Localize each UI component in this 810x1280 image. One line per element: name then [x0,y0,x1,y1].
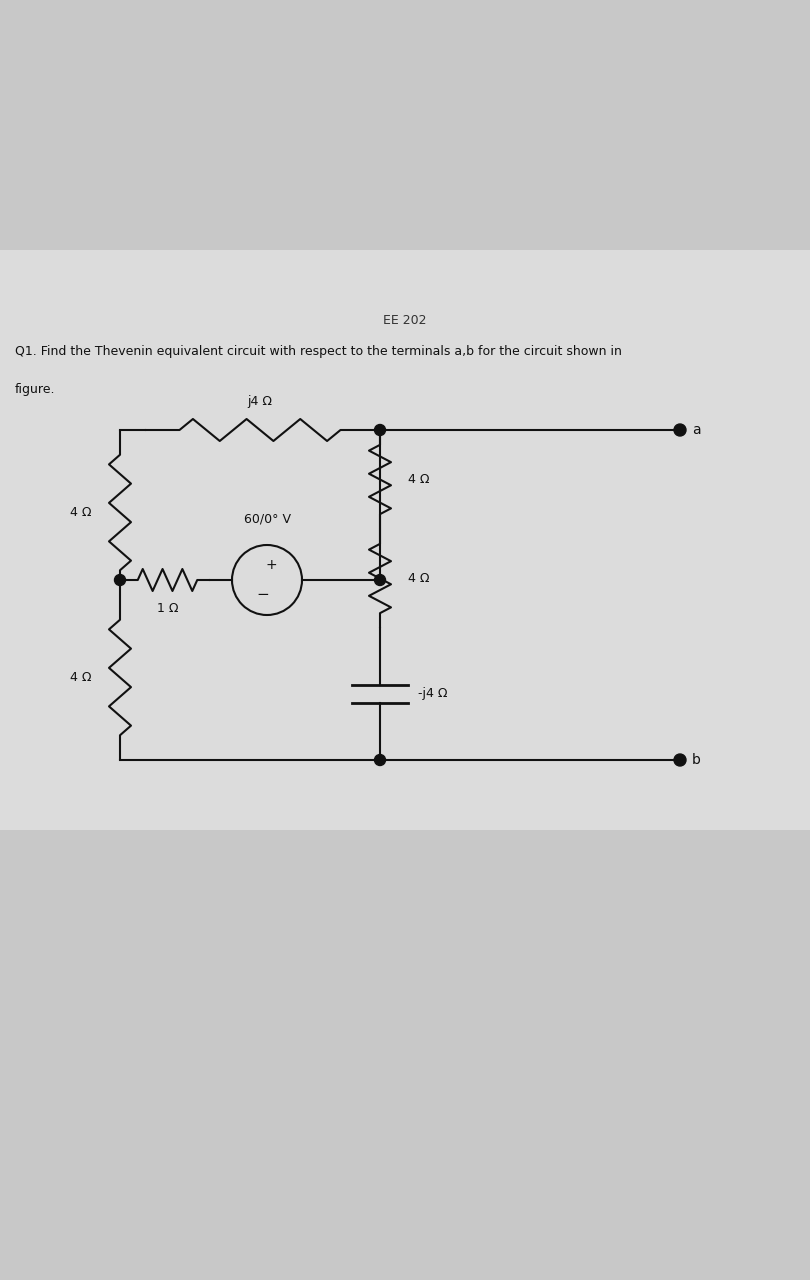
Circle shape [674,754,686,765]
Text: b: b [692,753,701,767]
Text: figure.: figure. [15,383,56,396]
Text: 4 Ω: 4 Ω [408,474,429,486]
Circle shape [114,575,126,585]
Text: a: a [692,422,701,436]
Text: 60/0° V: 60/0° V [244,512,291,525]
Text: +: + [265,558,277,572]
Text: EE 202: EE 202 [383,314,427,326]
Circle shape [374,425,386,435]
Text: 1 Ω: 1 Ω [157,602,178,614]
Circle shape [674,424,686,436]
Text: 4 Ω: 4 Ω [408,572,429,585]
Text: −: − [257,588,270,602]
Text: Q1. Find the Thevenin equivalent circuit with respect to the terminals a,b for t: Q1. Find the Thevenin equivalent circuit… [15,346,622,358]
FancyBboxPatch shape [0,250,810,829]
Text: 4 Ω: 4 Ω [70,671,92,684]
Text: -j4 Ω: -j4 Ω [418,687,447,700]
Circle shape [374,575,386,585]
Circle shape [374,754,386,765]
Text: 4 Ω: 4 Ω [70,506,92,518]
Text: j4 Ω: j4 Ω [248,396,272,408]
